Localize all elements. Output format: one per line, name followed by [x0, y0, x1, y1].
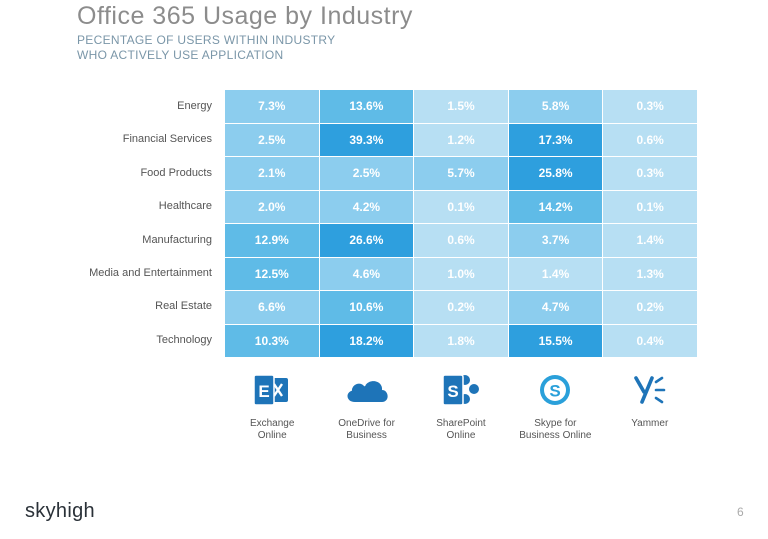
heatmap-cell: 1.5%: [414, 90, 508, 123]
heatmap-cell: 1.4%: [603, 224, 697, 257]
app-exchange: E Exchange Online: [225, 372, 319, 442]
heatmap-cell: 3.7%: [508, 224, 603, 257]
heatmap-cell: 1.4%: [508, 257, 603, 290]
app-onedrive: OneDrive for Business: [319, 372, 413, 442]
heatmap-cell: 13.6%: [319, 90, 414, 123]
heatmap-cell: 12.5%: [225, 257, 319, 290]
yammer-icon: [603, 372, 697, 418]
heatmap-cell: 0.2%: [603, 291, 697, 324]
app-label-exchange: Exchange Online: [249, 418, 295, 441]
heatmap-cell: 7.3%: [225, 90, 319, 123]
heatmap-cell: 1.2%: [414, 123, 508, 156]
app-sharepoint: S SharePoint Online: [414, 372, 508, 442]
row-label: Energy: [177, 100, 212, 112]
heatmap-cell: 17.3%: [508, 123, 603, 156]
exchange-icon: E: [225, 372, 319, 418]
heatmap-cell: 10.6%: [319, 291, 414, 324]
heatmap-cell: 26.6%: [319, 224, 414, 257]
heatmap-cell: 10.3%: [225, 324, 319, 357]
heatmap-cell: 0.6%: [603, 123, 697, 156]
onedrive-icon: [319, 372, 413, 418]
heatmap-cell: 0.1%: [603, 190, 697, 223]
app-legend: E Exchange Online OneDrive for Business …: [225, 372, 697, 442]
row-label: Financial Services: [122, 133, 212, 146]
heatmap-cell: 25.8%: [508, 157, 603, 190]
heatmap-cell: 1.0%: [414, 257, 508, 290]
svg-text:E: E: [259, 382, 270, 401]
skyhigh-logo: skyhigh: [25, 500, 95, 522]
heatmap-cell: 2.5%: [225, 123, 319, 156]
row-label: Healthcare: [158, 200, 212, 213]
skype-icon: S: [508, 372, 602, 418]
heatmap-cell: 0.3%: [603, 157, 697, 190]
heatmap-cell: 1.3%: [603, 257, 697, 290]
heatmap-cell: 6.6%: [225, 291, 319, 324]
heatmap-cell: 15.5%: [508, 324, 603, 357]
heatmap-cell: 5.7%: [414, 157, 508, 190]
heatmap-cell: 4.6%: [319, 257, 414, 290]
sharepoint-icon: S: [414, 372, 508, 418]
app-yammer: Yammer: [603, 372, 697, 442]
heatmap-cell: 2.0%: [225, 190, 319, 223]
heatmap-cell: 4.2%: [319, 190, 414, 223]
subtitle-line-1: PECENTAGE OF USERS WITHIN INDUSTRY: [77, 33, 336, 47]
heatmap-cell: 0.2%: [414, 291, 508, 324]
heatmap-cell: 2.1%: [225, 157, 319, 190]
row-label: Real Estate: [155, 300, 212, 313]
row-label: Media and Entertainment: [89, 266, 212, 279]
row-label: Food Products: [140, 166, 212, 179]
row-labels: Energy Financial Services Food Products Hea…: [0, 90, 212, 357]
svg-text:S: S: [550, 382, 561, 401]
heatmap-cell: 12.9%: [225, 224, 319, 257]
heatmap-cell: 0.1%: [414, 190, 508, 223]
heatmap-grid: 7.3% 13.6% 1.5% 5.8% 0.3% 2.5% 39.3% 1.2% 17.3% 0…: [225, 90, 697, 357]
heatmap-cell: 0.6%: [414, 224, 508, 257]
app-label-yammer: Yammer: [631, 418, 669, 429]
heatmap-cell: 39.3%: [319, 123, 414, 156]
app-label-sharepoint: SharePoint Online: [436, 418, 486, 441]
heatmap-cell: 1.8%: [414, 324, 508, 357]
heatmap-cell: 4.7%: [508, 291, 603, 324]
chart-subtitle: PECENTAGE OF USERS WITHIN INDUSTRY WHO A…: [77, 33, 335, 63]
heatmap-cell: 0.3%: [603, 90, 697, 123]
app-label-onedrive: OneDrive for Business: [338, 418, 395, 441]
page-number: 6: [737, 505, 744, 519]
row-label: Manufacturing: [142, 233, 212, 246]
heatmap-cell: 0.4%: [603, 324, 697, 357]
heatmap-cell: 5.8%: [508, 90, 603, 123]
chart-title: Office 365 Usage by Industry: [77, 2, 413, 30]
app-skype: S Skype for Business Online: [508, 372, 602, 442]
svg-text:S: S: [447, 382, 458, 401]
row-label: Technology: [156, 333, 212, 346]
heatmap-cell: 2.5%: [319, 157, 414, 190]
heatmap-cell: 14.2%: [508, 190, 603, 223]
subtitle-line-2: WHO ACTIVELY USE APPLICATION: [77, 48, 284, 62]
heatmap-cell: 18.2%: [319, 324, 414, 357]
app-label-skype: Skype for Business Online: [519, 418, 592, 441]
